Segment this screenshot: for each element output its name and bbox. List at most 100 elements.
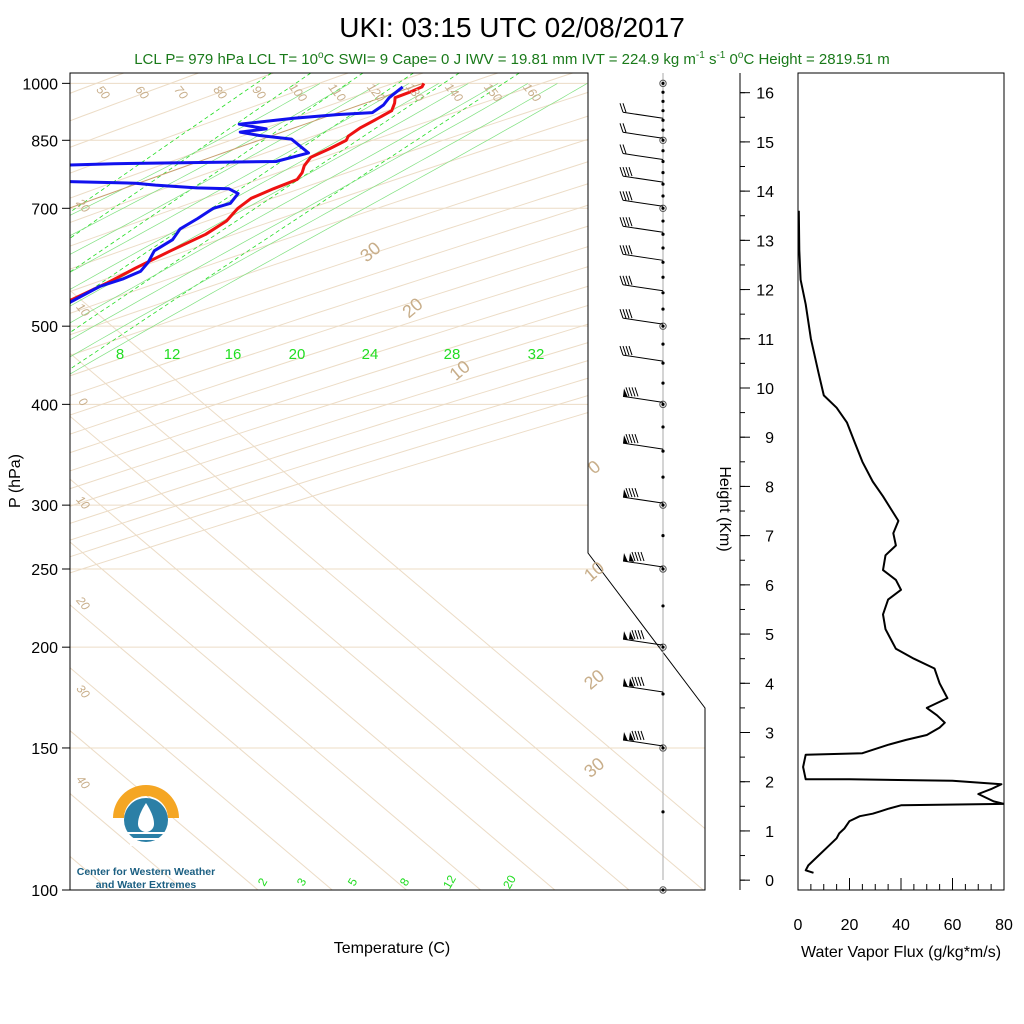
wind-barb-feather xyxy=(634,676,639,687)
wind-barb xyxy=(622,225,664,233)
wind-level-dot xyxy=(661,194,665,198)
mixing-ratio-top-label: 12 xyxy=(164,346,181,363)
wind-level-dot xyxy=(661,746,665,750)
dry-adiabat-line xyxy=(70,73,705,890)
wind-barb-feather xyxy=(619,166,624,177)
adiabat-left-label: 40 xyxy=(73,773,93,792)
wind-level-dot xyxy=(661,888,665,892)
wind-barb xyxy=(622,253,664,261)
wind-barb xyxy=(622,442,664,450)
isotherm-line xyxy=(70,73,630,890)
wind-level-dot xyxy=(661,342,665,346)
wind-barb-feather xyxy=(619,309,624,319)
wind-level-dot xyxy=(661,307,665,311)
dry-adiabat-line xyxy=(70,73,705,890)
wind-barb-feather xyxy=(622,144,627,154)
wind-barb-feather xyxy=(628,387,633,397)
flux-x-tick-label: 80 xyxy=(995,917,1013,934)
height-tick-label: 12 xyxy=(756,283,774,300)
dry-adiabat-line xyxy=(70,73,705,890)
wind-calm-circle xyxy=(659,400,667,409)
wind-level-dot xyxy=(661,260,665,264)
adiabat-left-label: 0 xyxy=(76,395,91,409)
isotherm-top-label: 110 xyxy=(326,81,349,105)
wind-barb-feather xyxy=(625,166,630,177)
mixing-ratio-top-label: 24 xyxy=(362,346,379,363)
wind-level-dot xyxy=(661,90,665,94)
wind-barb-feather xyxy=(625,433,630,444)
wind-barb-feather xyxy=(637,730,642,741)
wind-barb-feather xyxy=(625,309,630,319)
wind-level-dot xyxy=(661,219,665,223)
height-tick-label: 6 xyxy=(765,578,774,595)
wind-level-dot xyxy=(661,381,665,385)
dry-adiabat-line xyxy=(70,73,705,890)
wind-barb-feather xyxy=(619,245,624,255)
wind-barb xyxy=(622,199,664,207)
moist-adiabat-line xyxy=(70,83,588,599)
wind-barb-feather xyxy=(634,487,639,498)
mixing-ratio-line xyxy=(70,73,520,405)
mixing-ratio-bottom-label: 8 xyxy=(397,875,413,888)
wind-barb xyxy=(622,739,664,747)
height-tick-label: 1 xyxy=(765,824,774,841)
mixing-ratio-bottom-label: 12 xyxy=(440,872,459,891)
isotherm-line xyxy=(70,73,259,890)
wind-level-dot xyxy=(661,206,665,210)
wind-level-dot xyxy=(661,810,665,814)
wind-barb-flag xyxy=(623,435,628,445)
wind-barb xyxy=(622,111,664,119)
dry-adiabat-line xyxy=(70,73,705,890)
wind-barb-feather xyxy=(619,123,624,133)
subtitle-part2: C SWI= 9 Cape= 0 J IWV = 19.81 mm IVT = … xyxy=(324,51,696,68)
wind-level-dot xyxy=(661,567,665,571)
flux-x-tick-label: 0 xyxy=(794,917,803,934)
moist-adiabat-line xyxy=(70,83,410,599)
wind-calm-circle xyxy=(659,136,667,144)
wind-barb-feather xyxy=(622,245,627,255)
y-tick-label: 700 xyxy=(31,201,58,218)
wind-barb xyxy=(622,496,664,504)
y-tick-label: 500 xyxy=(31,319,58,336)
wind-level-dot xyxy=(661,291,665,295)
mixing-ratio-line xyxy=(70,73,272,405)
y-tick-label: 150 xyxy=(31,741,58,758)
wind-calm-circle xyxy=(659,565,667,573)
wind-barb-feather xyxy=(622,166,627,177)
wind-barb-feather xyxy=(628,217,633,227)
wind-barb-feather xyxy=(628,166,633,177)
cw3e-logo: Center for Western Weather and Water Ext… xyxy=(77,785,215,891)
flux-frame xyxy=(797,72,1005,891)
wind-barb-flag xyxy=(623,677,628,687)
wind-level-dot xyxy=(661,171,665,175)
isotherm-line xyxy=(70,73,705,890)
isotherm-line xyxy=(70,73,556,890)
wind-barb-flag xyxy=(623,553,628,563)
wind-level-dot xyxy=(661,361,665,365)
wind-barb-feather xyxy=(631,551,636,562)
isotherm-line xyxy=(70,73,333,890)
wind-level-dot xyxy=(661,149,665,153)
wind-level-dot xyxy=(661,449,665,453)
wind-barb-feather xyxy=(634,551,639,562)
wind-calm-circle xyxy=(659,79,667,88)
moist-adiabat-line xyxy=(70,83,321,599)
wind-barb-feather xyxy=(634,433,639,444)
dry-adiabat-line xyxy=(70,73,274,890)
height-tick-label: 2 xyxy=(765,775,774,792)
wind-barb-feather xyxy=(625,487,630,498)
wind-barb-flag xyxy=(623,489,628,499)
moist-adiabat-line xyxy=(70,83,558,599)
moist-adiabat-line xyxy=(70,83,528,599)
isotherm-top-label: 120 xyxy=(364,80,388,105)
subtitle-part4: 0 xyxy=(725,51,738,68)
wind-barb-feather xyxy=(622,103,627,113)
wind-barb-feather xyxy=(631,387,636,397)
wind-barb-feather xyxy=(628,345,633,356)
wind-barb-feather xyxy=(637,676,642,687)
y-tick-label: 400 xyxy=(31,397,58,414)
wind-barb-column xyxy=(619,73,667,894)
wind-calm-circle xyxy=(659,204,667,213)
wind-barb xyxy=(622,560,664,568)
wind-level-dot xyxy=(661,275,665,279)
